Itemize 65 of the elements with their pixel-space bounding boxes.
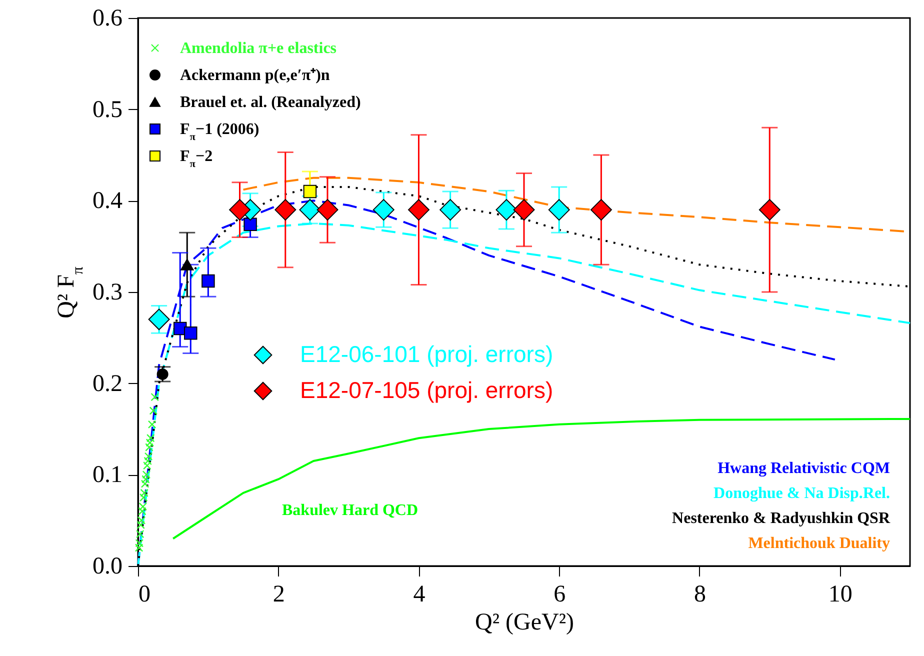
legend-label: F$_{π}$−2 [180, 148, 213, 170]
point [140, 480, 150, 488]
point [184, 326, 198, 340]
point [140, 488, 148, 498]
point [758, 199, 780, 221]
y-tick-label: 0.5 [92, 96, 122, 123]
y-tick-label: 0.6 [92, 6, 122, 32]
point [134, 544, 144, 552]
text: Donoghue & Na Disp.Rel. [714, 485, 890, 502]
point [440, 199, 462, 221]
point [138, 502, 148, 511]
y-tick-label: 0.3 [92, 280, 122, 306]
point [202, 274, 215, 288]
point [148, 308, 170, 330]
point [146, 434, 155, 442]
y-tick-label: 0.4 [92, 188, 122, 214]
x-tick-label: 2 [272, 582, 285, 608]
legend-label: E12-07-105 (proj. errors) [300, 377, 554, 403]
point [135, 539, 144, 548]
x-tick-label: 8 [694, 582, 706, 608]
point [299, 199, 321, 221]
point [148, 420, 156, 429]
legend-label: E12-06-101 (proj. errors) [300, 341, 554, 367]
point [180, 258, 194, 270]
point [303, 184, 317, 198]
point [138, 507, 146, 516]
x-axis-title: Q² (GeV²) [474, 610, 574, 636]
point [142, 470, 151, 479]
point [229, 199, 251, 221]
point [548, 199, 570, 221]
series-label: Bakulev Hard QCD [282, 502, 418, 519]
y-tick-label: 0.0 [92, 554, 122, 580]
legend-label: Amendolia π+e elastics [180, 40, 337, 57]
point [144, 452, 153, 461]
legend-label: F$_{π}$−1 (2006) [180, 121, 260, 142]
legend-label: Brauel et. al. (Reanalyzed) [180, 94, 361, 111]
point [142, 475, 150, 484]
point [244, 218, 257, 232]
x-tick-label: 10 [828, 582, 852, 608]
point [408, 199, 430, 221]
point [372, 199, 394, 221]
x-tick-label: 0 [138, 582, 150, 608]
point [274, 199, 296, 221]
point [137, 516, 146, 524]
point [590, 199, 612, 221]
point [144, 456, 152, 466]
point [496, 199, 518, 221]
point [145, 443, 154, 452]
y-tick-label: 0.2 [92, 370, 122, 397]
point [149, 406, 158, 415]
point [316, 199, 338, 221]
y-tick-label: 0.1 [92, 462, 122, 488]
point [146, 438, 154, 447]
point [139, 493, 148, 502]
point [136, 530, 144, 538]
point [142, 461, 152, 470]
point [136, 520, 145, 530]
point [150, 392, 159, 402]
legend-label: Ackermann p(e,e′π⁺)n [180, 67, 330, 84]
x-tick-label: 6 [554, 582, 566, 608]
x-tick-label: 4 [413, 582, 426, 608]
point [513, 199, 535, 221]
text: Melntichouk Duality [748, 535, 890, 552]
text: Nesterenko & Radyushkin QSR [672, 510, 890, 527]
text: Hwang Relativistic CQM [718, 460, 890, 477]
